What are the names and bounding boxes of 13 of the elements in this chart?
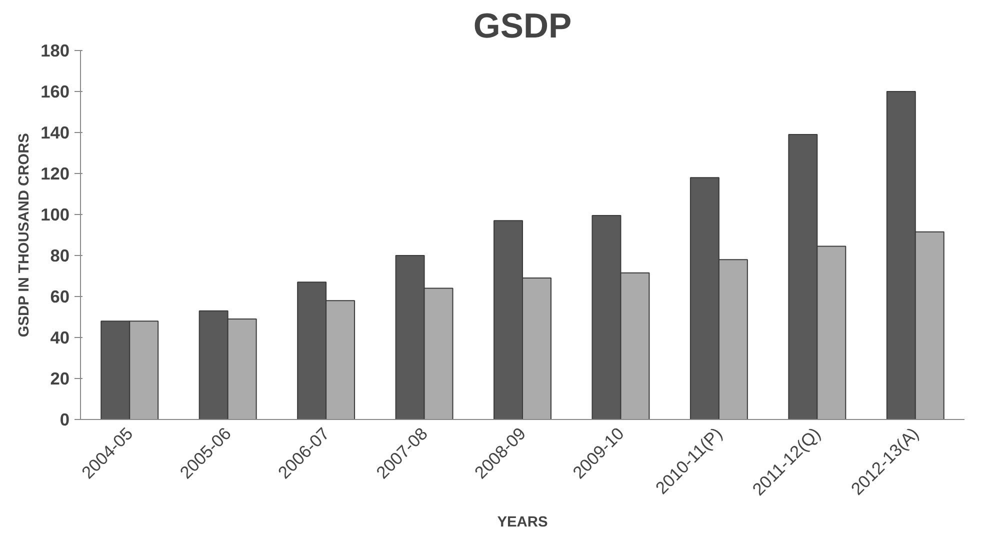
y-axis-title: GSDP IN THOUSAND CRORS: [16, 132, 33, 338]
y-tick-label: 80: [50, 246, 70, 266]
y-tick-label: 100: [40, 204, 70, 224]
y-tick-label: 20: [50, 368, 70, 388]
chart-title: GSDP: [473, 8, 572, 46]
y-tick-label: 120: [40, 164, 70, 184]
y-tick-label: 140: [40, 122, 70, 142]
y-tick-label: 60: [50, 286, 70, 306]
y-tick-label: 40: [50, 328, 70, 348]
x-axis-title: YEARS: [497, 514, 548, 530]
y-tick-label: 160: [40, 82, 70, 102]
y-tick-label: 0: [60, 410, 70, 430]
y-tick-label: 180: [40, 40, 70, 60]
